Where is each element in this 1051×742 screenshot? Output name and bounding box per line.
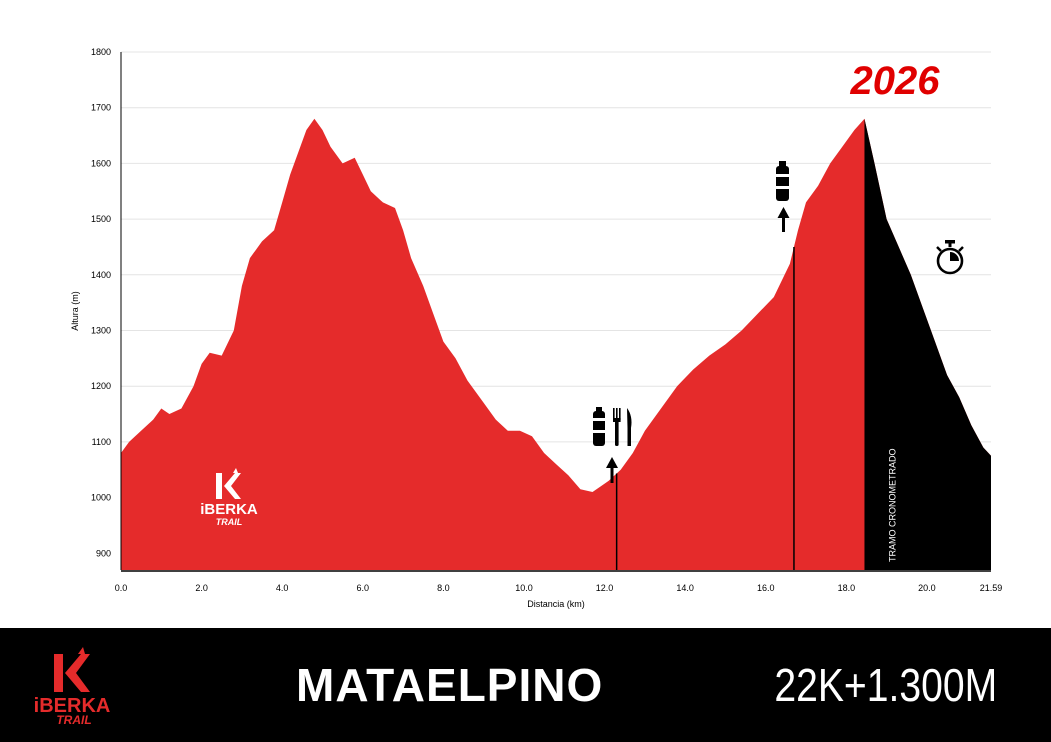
water-bottle-icon (776, 161, 789, 201)
footer-logo-subword: TRAIL (56, 713, 91, 726)
x-tick-label: 18.0 (838, 583, 856, 593)
race-name: MATAELPINO (296, 659, 604, 711)
timed-section-label: TRAMO CRONOMETRADO (887, 449, 897, 563)
y-tick-label: 900 (96, 548, 111, 558)
y-tick-label: 1300 (91, 325, 111, 335)
x-tick-label: 21.59 (980, 583, 1003, 593)
y-tick-label: 1600 (91, 158, 111, 168)
timed-section-area-black (864, 118, 991, 570)
y-tick-label: 1700 (91, 103, 111, 113)
y-axis-label: Altura (m) (70, 291, 80, 331)
x-tick-label: 8.0 (437, 583, 450, 593)
x-axis-label: Distancia (km) (527, 599, 585, 609)
y-tick-labels: 900 1000 1100 1200 1300 1400 1500 1600 1700 1800 (91, 47, 111, 558)
water-bottle-icon (593, 407, 605, 446)
x-tick-label: 6.0 (357, 583, 370, 593)
race-footer: iBERKA TRAIL MATAELPINO 22K+1.300M (0, 628, 1051, 742)
up-arrow-icon (777, 207, 790, 232)
x-tick-label: 2.0 (195, 583, 208, 593)
logo-subword: TRAIL (216, 517, 243, 527)
chart-axes (120, 52, 991, 572)
x-tick-label: 16.0 (757, 583, 775, 593)
elevation-profile-chart: 900100011001200130014001500160017001800 … (70, 47, 1003, 609)
iberka-trail-logo: iBERKA TRAIL (200, 468, 258, 527)
y-tick-label: 1800 (91, 47, 111, 57)
y-tick-label: 1100 (92, 437, 111, 447)
iberka-trail-logo: iBERKA TRAIL (34, 647, 111, 726)
y-tick-label: 1500 (91, 214, 111, 224)
water-bottle-fork-knife-icon (593, 407, 632, 483)
x-tick-label: 12.0 (596, 583, 614, 593)
x-tick-label: 20.0 (918, 583, 936, 593)
y-tick-label: 1000 (91, 493, 111, 503)
year-label: 2026 (850, 59, 941, 103)
x-tick-label: 14.0 (676, 583, 694, 593)
knife-icon (627, 408, 632, 446)
fork-icon (613, 408, 621, 446)
y-tick-label: 1400 (91, 270, 111, 280)
logo-word: iBERKA (200, 501, 258, 518)
aid-station-lines (615, 246, 795, 570)
footer-logo-word: iBERKA (34, 695, 111, 717)
x-tick-label: 10.0 (515, 583, 533, 593)
stopwatch-icon (936, 240, 964, 275)
water-bottle-aid-icon (776, 161, 790, 232)
race-distance-elevation: 22K+1.300M (774, 659, 997, 711)
x-tick-label: 4.0 (276, 583, 289, 593)
y-tick-label: 1200 (91, 381, 111, 391)
up-arrow-icon (606, 457, 618, 483)
elevation-area-red (121, 118, 991, 571)
x-tick-label: 0.0 (115, 583, 128, 593)
x-tick-labels: 0.0 2.0 4.0 6.0 8.0 10.0 12.0 14.0 16.0 18.0 20.0 2… (115, 583, 1003, 593)
